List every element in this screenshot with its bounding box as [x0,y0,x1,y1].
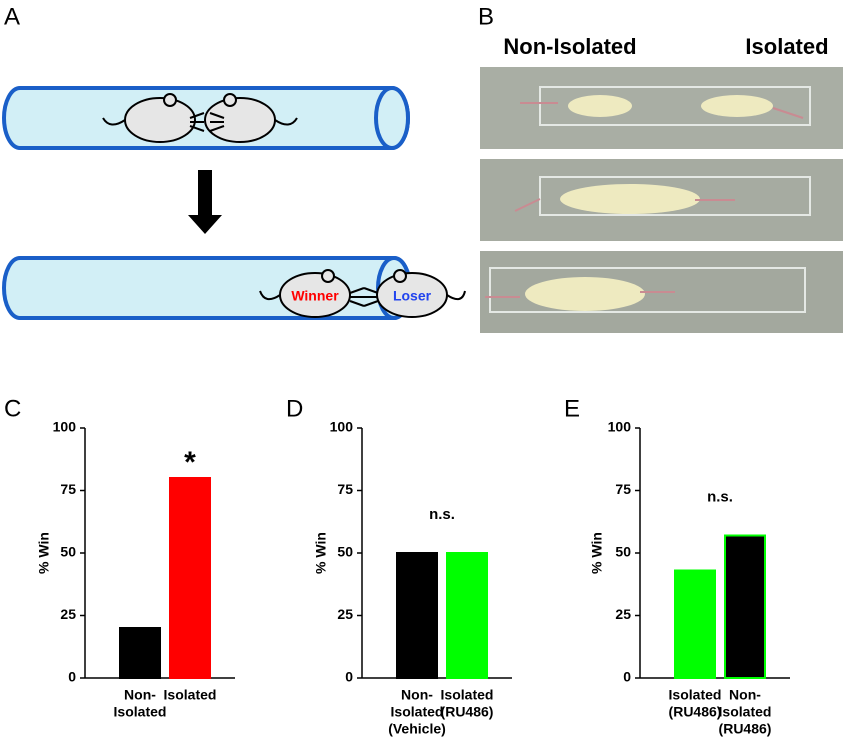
arrow [188,170,222,234]
panel-label: E [564,395,580,422]
bar [119,627,161,679]
annotation: n.s. [707,488,733,505]
y-tick-label: 75 [337,481,353,497]
x-tick-label: (RU486) [719,721,772,737]
x-tick-label: Non- [124,687,156,703]
y-tick-label: 50 [615,544,631,560]
panel-label: B [478,3,494,30]
y-tick-label: 75 [615,481,631,497]
photos [480,67,843,333]
photo-label: Isolated [745,34,828,59]
y-tick-label: 50 [60,544,76,560]
y-axis-label: % Win [36,532,52,574]
panel-label: D [286,395,303,422]
y-tick-label: 50 [337,544,353,560]
x-tick-label: Isolated [441,687,494,703]
annotation: * [184,446,196,479]
y-tick-label: 25 [60,606,76,622]
y-tick-label: 100 [53,419,77,435]
y-tick-label: 75 [60,481,76,497]
bar [446,552,488,679]
y-tick-label: 25 [337,606,353,622]
photo-label: Non-Isolated [503,34,636,59]
annotation: n.s. [429,506,455,523]
x-tick-label: Isolated [164,687,217,703]
x-tick-label: (Vehicle) [388,721,446,737]
y-axis-label: % Win [313,532,329,574]
y-tick-label: 0 [345,669,353,685]
x-tick-label: (RU486) [669,704,722,720]
winner-label: Winner [291,288,339,304]
loser-label: Loser [393,288,432,304]
y-axis-label: % Win [589,532,605,574]
x-tick-label: (RU486) [441,704,494,720]
y-tick-label: 0 [623,669,631,685]
x-tick-label: Non- [729,687,761,703]
bar [674,569,716,679]
x-tick-label: Isolated [114,704,167,720]
bar [724,534,766,679]
panel-label: A [4,3,20,30]
x-tick-label: Isolated [391,704,444,720]
bar [396,552,438,679]
y-tick-label: 0 [68,669,76,685]
y-tick-label: 100 [608,419,632,435]
x-tick-label: Non- [401,687,433,703]
y-tick-label: 25 [615,606,631,622]
panel-label: C [4,395,21,422]
x-tick-label: Isolated [669,687,722,703]
x-tick-label: Isolated [719,704,772,720]
bar [169,477,211,679]
mice [102,93,466,318]
y-tick-label: 100 [330,419,354,435]
